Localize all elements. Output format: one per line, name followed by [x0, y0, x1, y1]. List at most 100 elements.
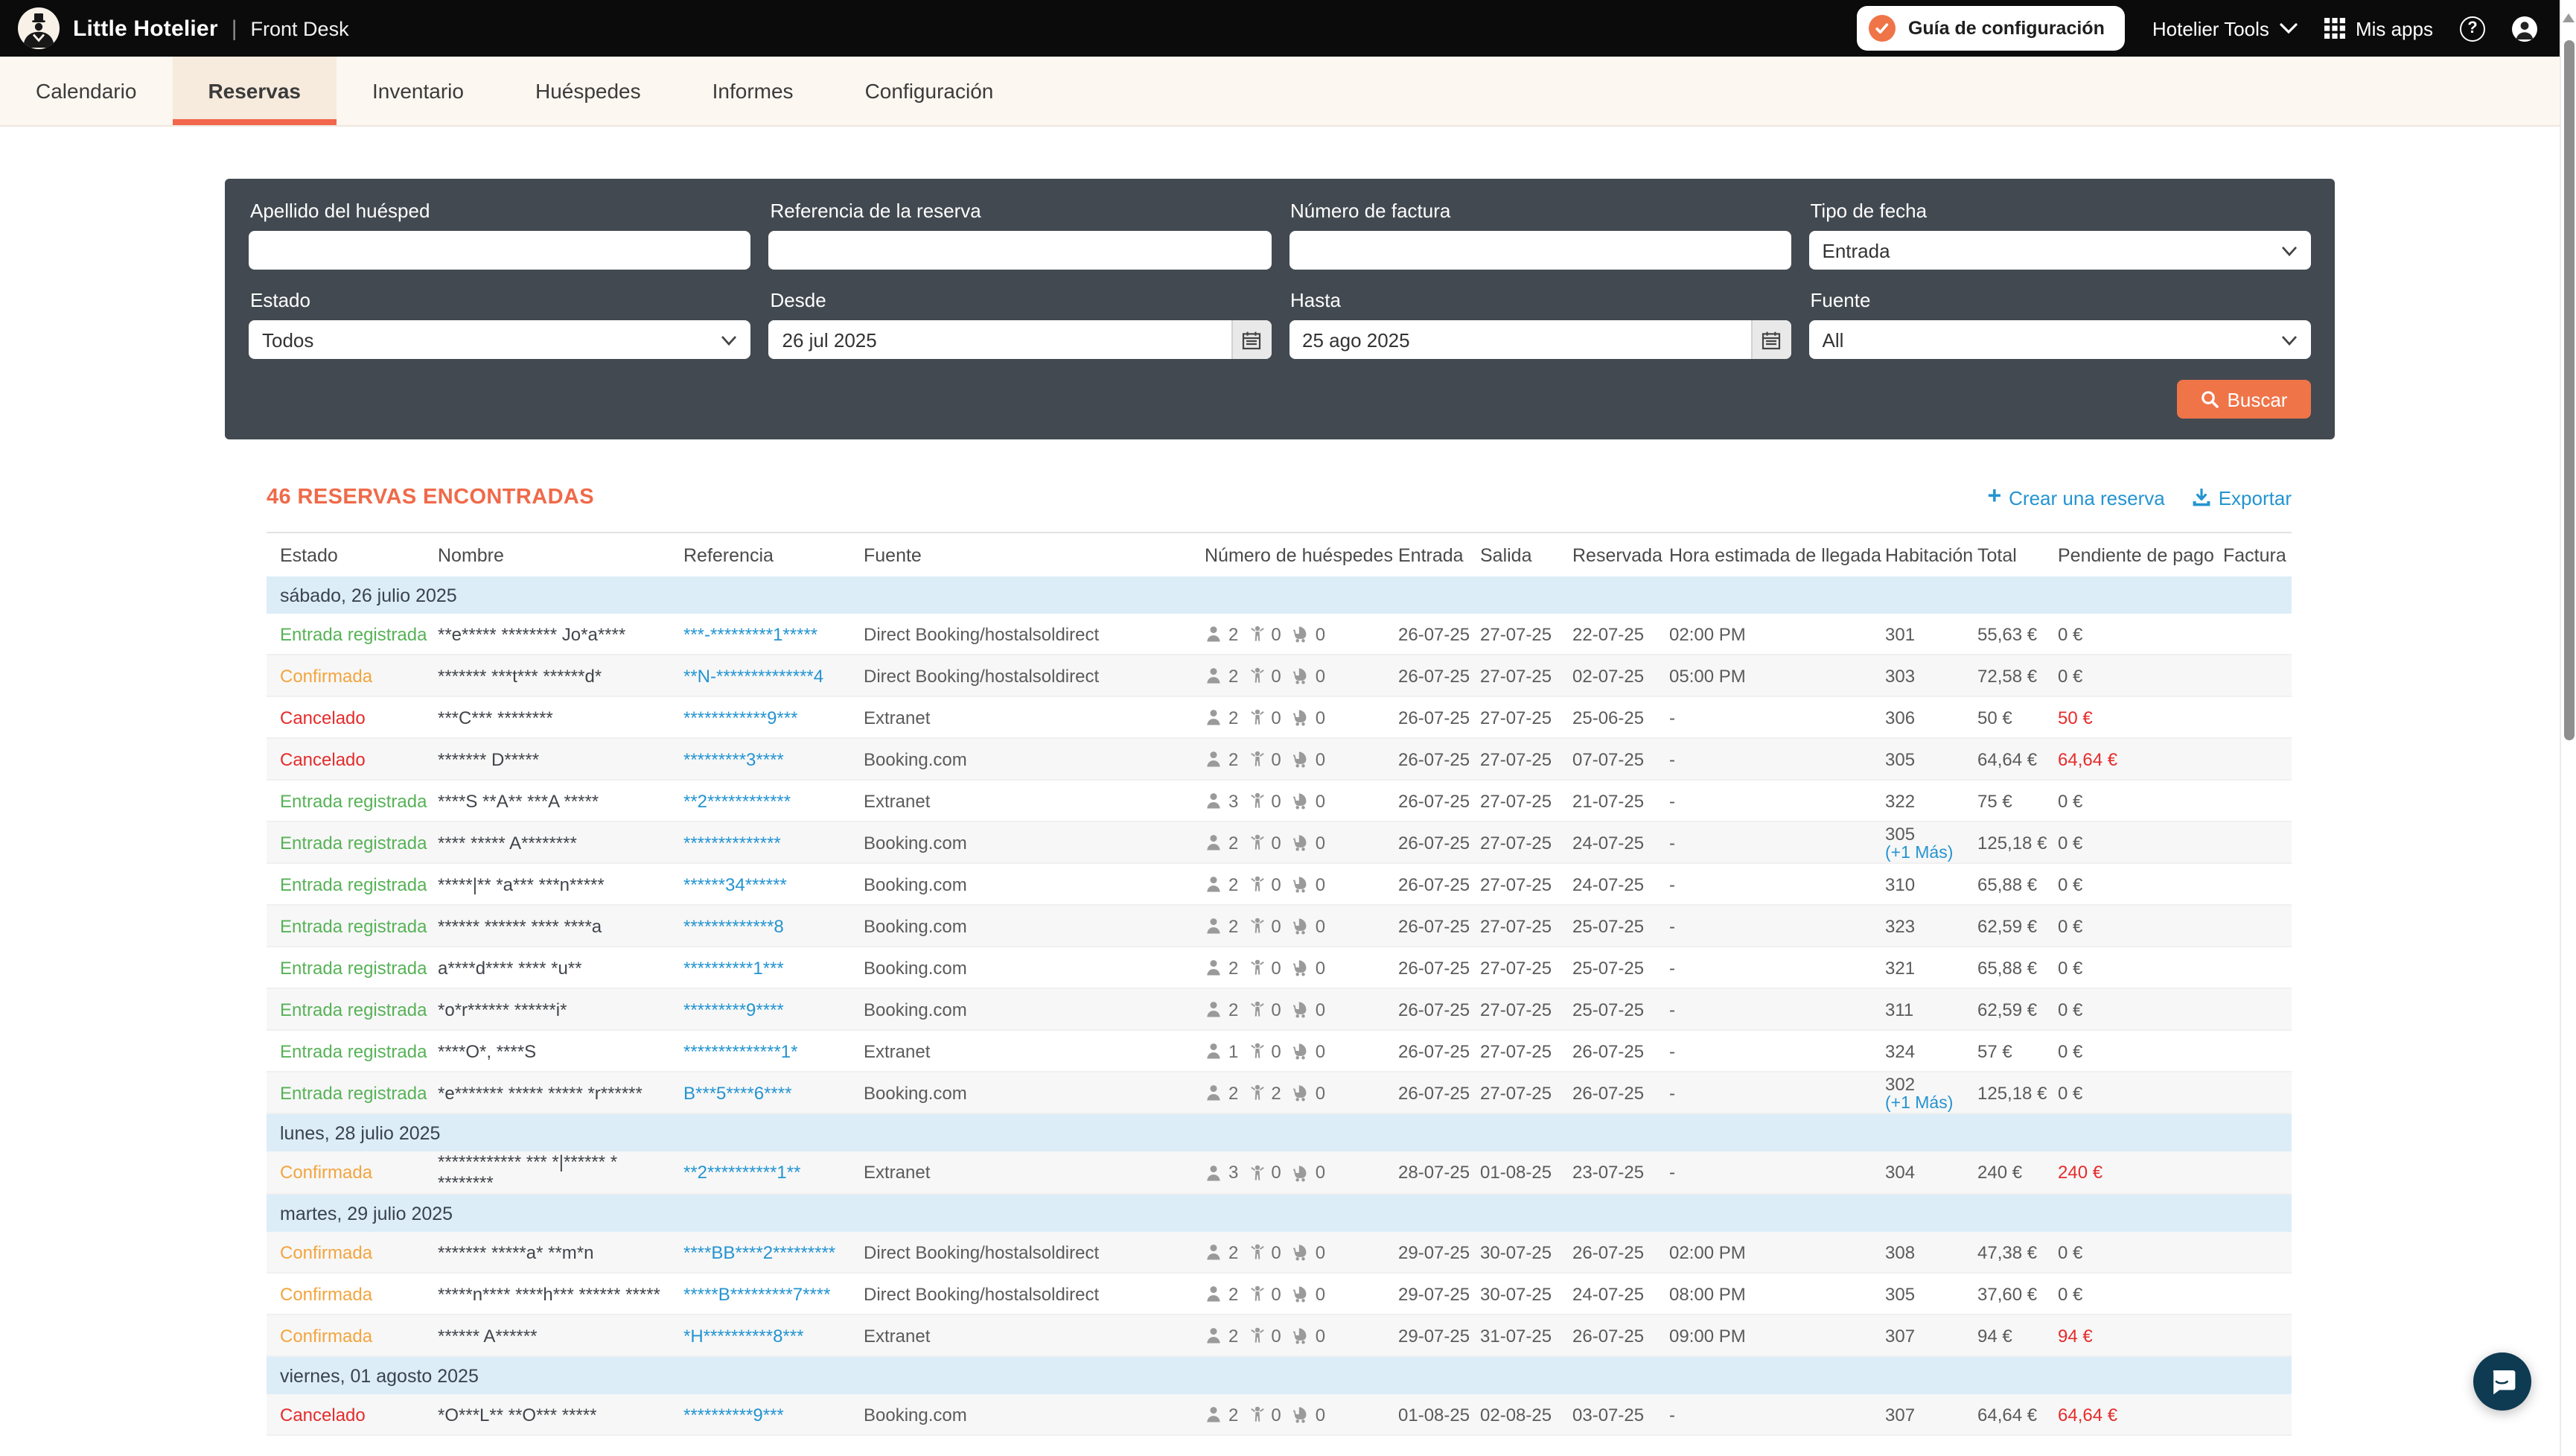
scrollbar-thumb[interactable] [2564, 40, 2575, 740]
search-button[interactable]: Buscar [2177, 380, 2311, 419]
room-number: 324 [1885, 1040, 1915, 1061]
reservation-reference-link[interactable]: *********3**** [683, 748, 784, 769]
column-header: Fuente [864, 544, 1205, 565]
reservation-row[interactable]: Entrada registrada****O*, ****S*********… [267, 1031, 2292, 1072]
pending-cell: 0 € [2058, 665, 2223, 686]
reservation-row[interactable]: Entrada registrada**e***** ******** Jo*a… [267, 614, 2292, 655]
adult-icon [1205, 1041, 1222, 1061]
reservation-row[interactable]: Entrada registrada*o*r****** ******i****… [267, 989, 2292, 1031]
invoice-number-input[interactable] [1289, 231, 1791, 270]
reservation-reference-link[interactable]: **N-**************4 [683, 665, 823, 686]
reservation-reference-link[interactable]: ****BB****2********* [683, 1242, 835, 1262]
reference-cell[interactable]: *****B*********7**** [683, 1283, 864, 1304]
date-type-select[interactable]: Entrada [1809, 231, 2312, 270]
from-date-input[interactable] [769, 320, 1231, 359]
total-cell: 64,64 € [1977, 748, 2058, 769]
download-icon [2192, 488, 2211, 507]
reservation-row[interactable]: Entrada registrada**** ***** A**********… [267, 822, 2292, 864]
reservation-row[interactable]: Cancelado******* D**************3****Boo… [267, 739, 2292, 781]
tab-inventario[interactable]: Inventario [337, 57, 500, 125]
eta-cell: 02:00 PM [1669, 623, 1885, 644]
reservation-row[interactable]: Cancelado*O***L** **O*** ***************… [267, 1394, 2292, 1436]
reference-cell[interactable]: ****BB****2********* [683, 1242, 864, 1262]
reservation-reference-link[interactable]: **2**********1** [683, 1162, 800, 1183]
reference-cell[interactable]: ******34****** [683, 874, 864, 894]
reservation-reference-link[interactable]: ******34****** [683, 874, 787, 894]
reservation-row[interactable]: Cancelado***C*** ********************9**… [267, 697, 2292, 739]
setup-guide-button[interactable]: Guía de configuración [1858, 6, 2126, 51]
reference-cell[interactable]: ***-*********1***** [683, 623, 864, 644]
reference-cell[interactable]: *************8 [683, 915, 864, 936]
booking-reference-input[interactable] [769, 231, 1272, 270]
tab-calendario[interactable]: Calendario [0, 57, 172, 125]
reservation-reference-link[interactable]: *H**********8*** [683, 1325, 803, 1346]
room-more-link[interactable]: (+1 Más) [1885, 1094, 1968, 1112]
guest-name: ******* D***** [438, 748, 539, 769]
reservation-reference-link[interactable]: *************8 [683, 915, 784, 936]
calendar-icon[interactable] [1231, 320, 1271, 359]
source-cell: Booking.com [864, 999, 1205, 1020]
date-type-value: Entrada [1823, 239, 1890, 261]
account-avatar-icon[interactable] [2512, 16, 2537, 41]
reference-cell[interactable]: **********9*** [683, 1404, 864, 1425]
guests-cell: 200 [1205, 1325, 1398, 1346]
product-name: Front Desk [251, 17, 349, 39]
chat-widget-button[interactable] [2473, 1352, 2531, 1411]
reference-cell[interactable]: **N-**************4 [683, 665, 864, 686]
source-select[interactable]: All [1809, 320, 2312, 359]
reservation-reference-link[interactable]: **************1* [683, 1040, 797, 1061]
source-value: All [1823, 328, 1844, 351]
reservation-reference-link[interactable]: **2************ [683, 790, 791, 811]
guest-last-name-input[interactable] [249, 231, 751, 270]
status-select[interactable]: Todos [249, 320, 751, 359]
source-label: Fuente [1811, 289, 2312, 311]
reservation-reference-link[interactable]: *********9**** [683, 999, 784, 1020]
tab-configuracion[interactable]: Configuración [829, 57, 1030, 125]
reservation-row[interactable]: Confirmada******* ***t*** ******d***N-**… [267, 655, 2292, 697]
reference-cell[interactable]: **2**********1** [683, 1162, 864, 1183]
my-apps-button[interactable]: Mis apps [2324, 17, 2433, 39]
reservation-reference-link[interactable]: **********1*** [683, 957, 784, 978]
hotelier-tools-menu[interactable]: Hotelier Tools [2152, 17, 2298, 39]
reference-cell[interactable]: *H**********8*** [683, 1325, 864, 1346]
create-reservation-link[interactable]: + Crear una reserva [1987, 486, 2164, 509]
reservation-reference-link[interactable]: ************** [683, 832, 781, 853]
calendar-icon[interactable] [1751, 320, 1791, 359]
tab-informes[interactable]: Informes [677, 57, 829, 125]
reservation-row[interactable]: Entrada registrada****** ****** **** ***… [267, 906, 2292, 947]
reference-cell[interactable]: **2************ [683, 790, 864, 811]
reservation-row[interactable]: Entrada registrada*****|** *a*** ***n***… [267, 864, 2292, 906]
reference-cell[interactable]: *********9**** [683, 999, 864, 1020]
reference-cell[interactable]: ************** [683, 832, 864, 853]
children-count: 0 [1271, 790, 1281, 811]
reservation-row[interactable]: Confirmada****** A*******H**********8***… [267, 1315, 2292, 1357]
reservation-row[interactable]: Confirmada*****n**** ****h*** ****** ***… [267, 1274, 2292, 1315]
reservation-reference-link[interactable]: *****B*********7**** [683, 1283, 831, 1304]
room-more-link[interactable]: (+1 Más) [1885, 844, 1968, 862]
reservation-row[interactable]: Confirmada******* *****a* **m*n****BB***… [267, 1232, 2292, 1274]
reservation-row[interactable]: Entrada registradaa****d**** **** *u****… [267, 947, 2292, 989]
export-link[interactable]: Exportar [2192, 486, 2292, 509]
tab-reservas[interactable]: Reservas [172, 57, 337, 125]
reservation-reference-link[interactable]: B***5****6**** [683, 1082, 791, 1103]
infants-count: 0 [1316, 623, 1325, 644]
reservation-reference-link[interactable]: ************9*** [683, 707, 797, 728]
reference-cell[interactable]: B***5****6**** [683, 1082, 864, 1103]
to-date-input[interactable] [1289, 320, 1751, 359]
status-cell: Entrada registrada [267, 874, 438, 894]
page-scrollbar[interactable] [2560, 0, 2576, 1456]
reservation-row[interactable]: Confirmada************ *** *|****** * **… [267, 1151, 2292, 1195]
reference-cell[interactable]: ************9*** [683, 707, 864, 728]
reservation-reference-link[interactable]: ***-*********1***** [683, 623, 817, 644]
checkin-cell: 26-07-25 [1398, 957, 1480, 978]
scrollbar-up-arrow-icon[interactable] [2563, 13, 2575, 22]
reference-cell[interactable]: *********3**** [683, 748, 864, 769]
little-hotelier-logo-icon[interactable] [18, 7, 60, 49]
tab-huespedes[interactable]: Huéspedes [500, 57, 677, 125]
reservation-row[interactable]: Entrada registrada*e******* ***** ***** … [267, 1072, 2292, 1114]
help-icon[interactable]: ? [2460, 16, 2485, 41]
reservation-reference-link[interactable]: **********9*** [683, 1404, 784, 1425]
reference-cell[interactable]: **********1*** [683, 957, 864, 978]
reference-cell[interactable]: **************1* [683, 1040, 864, 1061]
reservation-row[interactable]: Entrada registrada****S **A** ***A *****… [267, 781, 2292, 822]
